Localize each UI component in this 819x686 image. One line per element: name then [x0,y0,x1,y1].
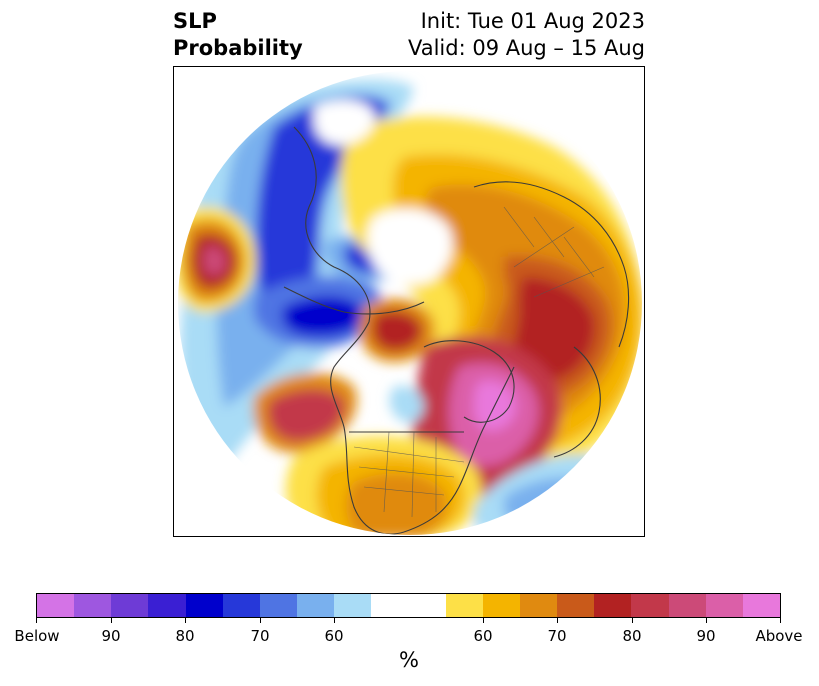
init-date: Init: Tue 01 Aug 2023 [420,9,645,33]
polar-map [173,66,645,537]
title-line-2: Probability [173,36,303,60]
eurasia-north-coast [473,181,630,348]
cb-below-65 [297,594,335,617]
cb-label-above: Above [755,627,803,645]
cb-tick [334,618,335,623]
cb-above-85 [631,594,669,617]
us-above-70 [346,473,448,535]
siberia-coast [283,286,425,315]
cb-below-90 [111,594,149,617]
cb-label-below-60: 60 [324,627,344,645]
europe-coast [553,346,601,458]
cb-label-above-90: 90 [696,627,716,645]
pole-neutral [367,208,453,285]
cb-label-below-70: 70 [250,627,270,645]
canada-above-80 [372,311,423,351]
cb-tick [706,618,707,623]
colorbar [36,593,781,618]
wna-above-85 [268,389,345,442]
cb-above-95 [705,594,743,617]
cb-above-90 [668,594,706,617]
cb-label-above-70: 70 [547,627,567,645]
cb-tick [780,618,781,623]
cb-tick [557,618,558,623]
greenland-coast [423,340,515,423]
forecast-dates: Init: Tue 01 Aug 2023 Valid: 09 Aug – 15… [408,8,645,62]
probability-map [178,71,642,535]
cb-neutral [371,594,446,617]
cb-below-70 [259,594,298,617]
aleutian-below-90 [282,296,364,337]
pacific-below-80 [256,96,389,311]
cb-tick [36,618,37,623]
cb-above-100 [742,594,781,617]
na-east-coast [403,366,515,533]
cb-label-below: Below [14,627,60,645]
probability-field [178,71,642,535]
na-west-coast [330,321,405,535]
cb-tick [632,618,633,623]
cb-tick [185,618,186,623]
cb-label-above-80: 80 [622,627,642,645]
cb-label-above-60: 60 [473,627,493,645]
wpac-above-90 [203,245,226,276]
cb-below-85 [148,594,186,617]
eurasia-above-80 [513,277,595,381]
cb-below-60 [334,594,372,617]
colorbar-unit: % [399,648,419,672]
asia-neutral [314,100,375,146]
hudson-below-60 [389,385,424,423]
coastlines [283,126,630,535]
cb-above-65 [482,594,521,617]
admin-borders [353,206,605,518]
title-line-1: SLP [173,9,217,33]
cb-below-75 [222,594,260,617]
cb-below-100 [37,594,75,617]
cb-label-below-90: 90 [101,627,121,645]
asia-coast [293,126,371,323]
cb-above-60 [445,594,483,617]
cb-below-95 [74,594,112,617]
cb-label-below-80: 80 [175,627,195,645]
cb-below-80 [185,594,223,617]
cb-tick [111,618,112,623]
valid-range: Valid: 09 Aug – 15 Aug [407,36,645,60]
cb-above-80 [594,594,632,617]
cb-tick [260,618,261,623]
cb-above-75 [557,594,595,617]
map-title: SLP Probability [173,8,303,62]
cb-above-70 [520,594,558,617]
cb-tick [483,618,484,623]
